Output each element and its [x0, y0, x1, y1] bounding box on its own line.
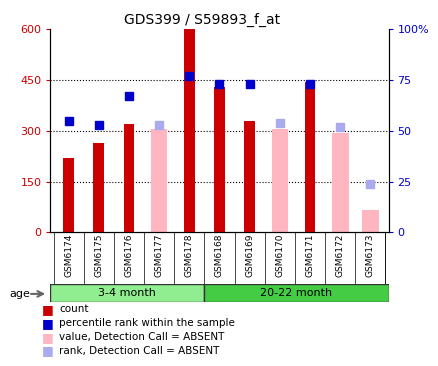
- Text: percentile rank within the sample: percentile rank within the sample: [59, 318, 235, 328]
- Text: 3-4 month: 3-4 month: [98, 288, 156, 298]
- Bar: [93, 143, 104, 232]
- Bar: [124, 124, 134, 232]
- Text: ■: ■: [42, 317, 53, 330]
- Text: ■: ■: [42, 303, 53, 316]
- Bar: [151, 129, 167, 232]
- Text: value, Detection Call = ABSENT: value, Detection Call = ABSENT: [59, 332, 224, 342]
- Bar: [271, 129, 287, 232]
- Bar: [361, 210, 378, 232]
- Bar: [214, 87, 224, 232]
- Text: 20-22 month: 20-22 month: [260, 288, 332, 298]
- Text: ■: ■: [42, 344, 53, 358]
- Bar: [204, 284, 388, 302]
- Text: rank, Detection Call = ABSENT: rank, Detection Call = ABSENT: [59, 346, 219, 356]
- Bar: [63, 158, 74, 232]
- Bar: [304, 82, 314, 232]
- Bar: [244, 121, 254, 232]
- Text: GDS399 / S59893_f_at: GDS399 / S59893_f_at: [124, 13, 279, 27]
- Text: ■: ■: [42, 330, 53, 344]
- Bar: [184, 29, 194, 232]
- Text: count: count: [59, 304, 88, 314]
- Bar: [331, 132, 348, 232]
- Bar: [50, 284, 204, 302]
- Text: age: age: [10, 289, 31, 299]
